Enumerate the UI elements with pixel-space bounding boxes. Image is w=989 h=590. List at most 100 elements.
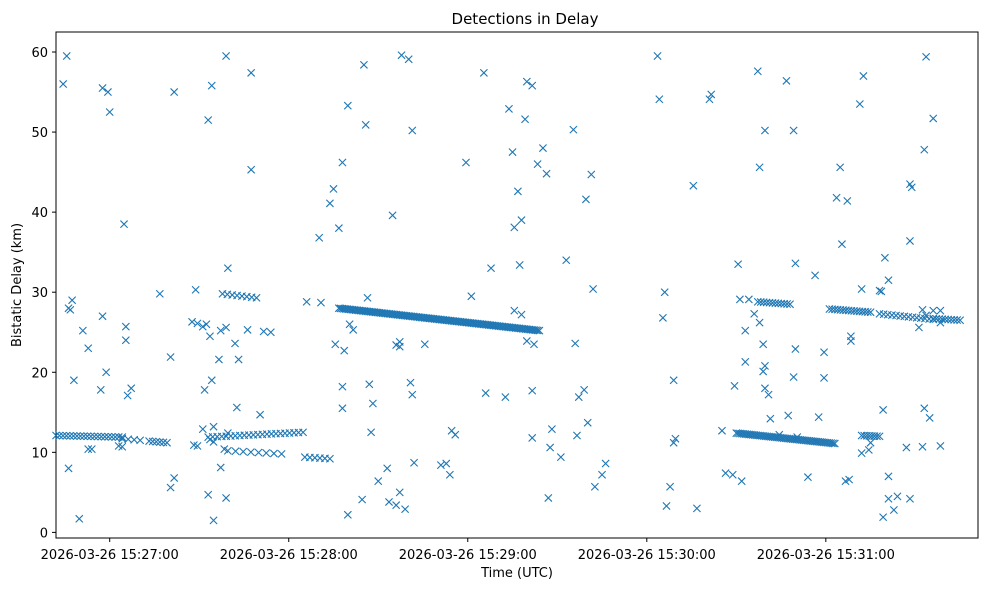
detection-marker	[78, 326, 87, 335]
detection-marker	[68, 296, 77, 305]
x-tick-label: 2026-03-26 15:30:00	[578, 548, 716, 563]
detection-marker	[166, 483, 175, 492]
detection-marker	[859, 72, 868, 81]
detection-marker	[385, 497, 393, 506]
detection-marker	[655, 95, 664, 104]
detection-marker	[216, 326, 225, 335]
detection-marker	[845, 475, 854, 484]
detection-marker	[343, 510, 352, 519]
detection-marker	[479, 68, 488, 77]
detection-marker	[528, 81, 537, 90]
detection-marker	[857, 449, 866, 458]
detection-marker	[653, 52, 662, 61]
y-axis-ticks: 0 10 20 30 40 50 60	[31, 46, 56, 541]
x-tick-label: 2026-03-26 15:29:00	[399, 548, 537, 563]
detection-marker	[205, 332, 214, 341]
detection-marker	[929, 114, 938, 123]
detection-marker	[401, 505, 410, 514]
detection-marker	[316, 298, 325, 307]
x-tick-label: 2026-03-26 15:31:00	[757, 548, 895, 563]
detection-marker	[542, 169, 551, 178]
detection-marker	[879, 513, 888, 522]
detection-marker	[62, 52, 71, 61]
detection-marker	[544, 493, 553, 502]
detection-marker	[513, 187, 522, 196]
detection-marker	[198, 425, 207, 434]
detection-marker	[932, 314, 941, 323]
detection-marker	[783, 300, 792, 308]
detection-marker	[538, 144, 547, 153]
detection-marker	[127, 384, 136, 393]
detection-marker	[872, 432, 881, 441]
detection-marker	[358, 495, 367, 504]
detection-marker	[231, 339, 240, 348]
detection-marker	[508, 148, 517, 157]
y-tick-label: 60	[31, 46, 48, 61]
detection-marker	[837, 240, 846, 249]
detection-marker	[918, 305, 927, 314]
x-axis-label: Time (UTC)	[480, 566, 553, 581]
detection-marker	[855, 100, 864, 109]
y-tick-label: 40	[31, 206, 48, 221]
detection-marker	[590, 482, 599, 491]
x-tick-label: 2026-03-26 15:28:00	[220, 548, 358, 563]
detection-marker	[254, 448, 263, 457]
detection-marker	[121, 336, 130, 345]
detection-marker	[832, 193, 841, 202]
detection-marker	[820, 348, 829, 357]
detection-marker	[404, 55, 413, 64]
x-axis-ticks: 2026-03-26 15:27:00 2026-03-26 15:28:00 20…	[41, 538, 895, 563]
detection-marker	[947, 315, 956, 324]
detection-marker	[864, 445, 873, 454]
detection-marker	[159, 438, 168, 447]
detection-marker	[383, 464, 392, 473]
detection-marker	[406, 378, 415, 387]
detection-marker	[200, 385, 209, 394]
detection-marker	[574, 393, 583, 402]
detection-marker	[811, 271, 820, 280]
detection-marker	[517, 216, 526, 225]
detection-marker	[397, 51, 406, 60]
detection-marker	[662, 501, 671, 510]
detection-marker	[247, 68, 256, 77]
detection-marker	[204, 490, 213, 499]
detection-marker	[97, 432, 106, 441]
detection-marker	[223, 446, 232, 455]
detection-marker	[84, 344, 93, 353]
detection-marker	[145, 437, 154, 446]
detection-marker	[105, 108, 114, 117]
detection-marker	[535, 326, 544, 335]
detection-marker	[84, 445, 93, 454]
detection-marker	[72, 432, 81, 441]
detection-marker	[791, 259, 800, 268]
detection-marker	[546, 443, 555, 452]
detection-marker	[102, 368, 111, 377]
detection-marker	[86, 432, 95, 441]
detection-marker	[750, 309, 759, 318]
detection-marker	[136, 436, 145, 445]
detection-marker	[789, 373, 798, 382]
detection-marker	[905, 236, 914, 245]
detection-marker	[884, 276, 893, 285]
detection-marker	[338, 404, 347, 413]
detection-marker	[343, 101, 352, 110]
detection-marker	[103, 88, 112, 97]
detection-marker	[368, 399, 377, 408]
detection-marker	[660, 288, 669, 297]
detection-marker	[451, 430, 460, 439]
detection-marker	[598, 470, 607, 479]
detection-marker	[69, 376, 78, 385]
detection-marker	[315, 233, 324, 242]
chart-title: Detections in Delay	[452, 10, 599, 28]
detection-marker	[562, 256, 571, 265]
detection-marker	[111, 432, 120, 441]
detection-marker	[231, 447, 240, 456]
detection-marker	[528, 386, 537, 395]
detection-marker	[410, 458, 419, 467]
detection-marker	[753, 67, 762, 76]
detection-marker	[918, 442, 927, 451]
detection-marker	[759, 340, 768, 349]
detection-marker	[504, 104, 513, 113]
detection-marker	[193, 319, 202, 328]
detection-marker	[65, 431, 74, 440]
